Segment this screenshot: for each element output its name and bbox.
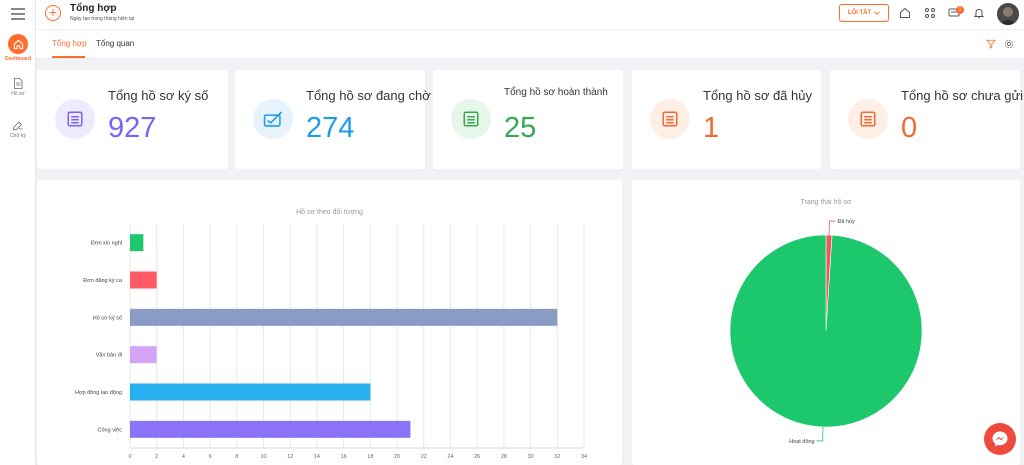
stat-value: 0 bbox=[901, 112, 918, 144]
list-icon bbox=[55, 99, 95, 139]
add-button[interactable]: + bbox=[45, 5, 61, 21]
stat-label: Tổng hồ sơ hoàn thành bbox=[504, 87, 608, 98]
x-tick-label: 6 bbox=[209, 454, 212, 460]
pie-slice-label: Hoạt động bbox=[789, 439, 814, 445]
y-category-label: Hồ sơ ký số bbox=[93, 315, 122, 321]
top-header: + Tổng hợp Ngày tạo trong tháng hiện tại… bbox=[36, 0, 1024, 30]
x-tick-label: 32 bbox=[554, 454, 560, 460]
notification-badge: 1 bbox=[956, 6, 964, 14]
pie-chart: Đã hủy Hoạt động bbox=[729, 218, 923, 445]
y-category-label: Đơn xin nghỉ bbox=[91, 240, 123, 247]
x-tick-label: 34 bbox=[581, 454, 587, 460]
chevron-down-icon bbox=[874, 11, 880, 15]
messenger-button[interactable] bbox=[984, 423, 1016, 455]
avatar[interactable] bbox=[997, 3, 1019, 25]
x-tick-label: 14 bbox=[314, 454, 320, 460]
stat-card-chua-gui[interactable]: Tổng hồ sơ chưa gửi 0 bbox=[830, 70, 1024, 169]
tab-bar: Tổng hợp Tổng quan bbox=[36, 30, 1024, 59]
sidebar-item-dashboard[interactable]: Dashboard bbox=[0, 34, 36, 62]
pie-label-leader bbox=[816, 426, 824, 442]
stat-card-ky-so[interactable]: Tổng hồ sơ ký số 927 bbox=[37, 70, 228, 169]
bar[interactable] bbox=[130, 420, 411, 438]
apps-grid-icon[interactable] bbox=[924, 7, 936, 19]
document-icon bbox=[14, 78, 23, 89]
x-tick-label: 18 bbox=[367, 454, 373, 460]
sidebar-item-label: Dashboard bbox=[4, 56, 32, 62]
sidebar-item-ho-so[interactable]: Hồ sơ bbox=[0, 78, 36, 97]
home-icon bbox=[8, 34, 28, 54]
pie-label-leader bbox=[828, 220, 836, 236]
x-tick-label: 10 bbox=[260, 454, 266, 460]
y-category-label: Đơn đăng ký ca bbox=[83, 278, 123, 284]
pie-chart-panel: Trạng thái hồ sơ Đã hủy Hoạt động bbox=[632, 180, 1020, 465]
chart-title: Hồ sơ theo đối tượng bbox=[296, 209, 363, 216]
active-tab-indicator bbox=[52, 56, 85, 58]
list-icon bbox=[848, 99, 888, 139]
sidebar-item-chu-ky[interactable]: Chữ ký bbox=[0, 120, 36, 139]
list-icon bbox=[451, 99, 491, 139]
signature-icon bbox=[13, 121, 23, 131]
x-tick-label: 30 bbox=[528, 454, 534, 460]
menu-icon[interactable] bbox=[11, 8, 25, 20]
home-icon[interactable] bbox=[899, 7, 911, 19]
x-tick-label: 4 bbox=[182, 454, 185, 460]
stat-card-dang-cho[interactable]: Tổng hồ sơ đang chờ 274 bbox=[235, 70, 431, 169]
stat-value: 274 bbox=[306, 112, 355, 144]
stat-label: Tổng hồ sơ đang chờ bbox=[306, 88, 431, 103]
bar-chart-panel: Hồ sơ theo đối tượng 0 2 4 6 8 10 12 14 16 18 20 22… bbox=[37, 180, 622, 465]
x-tick-label: 22 bbox=[421, 454, 427, 460]
filter-icon[interactable] bbox=[986, 39, 996, 49]
pie-slice-label: Đã hủy bbox=[837, 218, 855, 225]
page-subtitle: Ngày tạo trong tháng hiện tại bbox=[70, 16, 135, 22]
pie-slice[interactable] bbox=[729, 234, 923, 428]
stat-value: 1 bbox=[703, 112, 720, 144]
bar[interactable] bbox=[130, 383, 371, 401]
stat-value: 25 bbox=[504, 112, 537, 144]
x-tick-label: 20 bbox=[394, 454, 400, 460]
sidebar: Dashboard Hồ sơ Chữ ký bbox=[0, 0, 36, 465]
page-title: Tổng hợp bbox=[70, 3, 117, 14]
shortcut-button[interactable]: LỐI TẮT bbox=[839, 4, 889, 22]
stat-value: 927 bbox=[108, 112, 157, 144]
x-tick-label: 28 bbox=[501, 454, 507, 460]
bar[interactable] bbox=[130, 234, 144, 252]
tab-tong-quan[interactable]: Tổng quan bbox=[96, 39, 135, 48]
stat-label: Tổng hồ sơ ký số bbox=[108, 88, 209, 103]
bar[interactable] bbox=[130, 308, 558, 326]
y-category-label: Văn bản đi bbox=[96, 353, 122, 359]
y-category-label: Công việc bbox=[98, 427, 123, 433]
sidebar-item-label: Hồ sơ bbox=[11, 91, 25, 97]
y-category-label: Hợp đồng lao động bbox=[75, 390, 122, 396]
x-tick-label: 8 bbox=[235, 454, 238, 460]
gear-icon[interactable] bbox=[1004, 39, 1014, 49]
chart-title: Trạng thái hồ sơ bbox=[800, 199, 852, 206]
x-tick-label: 16 bbox=[341, 454, 347, 460]
list-icon bbox=[650, 99, 690, 139]
inbox-check-icon bbox=[253, 99, 293, 139]
bar[interactable] bbox=[130, 346, 157, 364]
sidebar-item-label: Chữ ký bbox=[9, 133, 27, 139]
x-tick-label: 0 bbox=[128, 454, 131, 460]
stat-label: Tổng hồ sơ đã hủy bbox=[703, 88, 812, 103]
x-tick-label: 24 bbox=[447, 454, 453, 460]
stat-card-hoan-thanh[interactable]: Tổng hồ sơ hoàn thành 25 bbox=[433, 70, 623, 169]
stat-label: Tổng hồ sơ chưa gửi bbox=[901, 88, 1024, 103]
shortcut-label: LỐI TẮT bbox=[847, 10, 872, 16]
x-tick-label: 2 bbox=[155, 454, 158, 460]
x-tick-label: 26 bbox=[474, 454, 480, 460]
tab-tong-hop[interactable]: Tổng hợp bbox=[52, 39, 87, 48]
bar[interactable] bbox=[130, 271, 157, 289]
messenger-icon bbox=[992, 431, 1008, 447]
stat-card-da-huy[interactable]: Tổng hồ sơ đã hủy 1 bbox=[632, 70, 821, 169]
x-tick-label: 12 bbox=[287, 454, 293, 460]
bell-icon[interactable] bbox=[973, 7, 985, 19]
